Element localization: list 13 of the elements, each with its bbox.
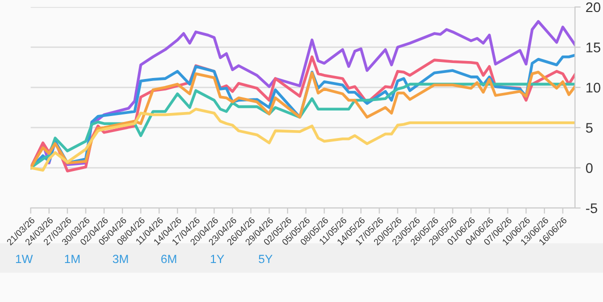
y-tick-label: -5	[586, 203, 598, 214]
line-series	[30, 108, 575, 172]
text: 1Y	[210, 254, 224, 264]
y-tick-label: 10	[586, 82, 600, 93]
text: 1M	[65, 254, 80, 264]
y-tick-label: 5	[586, 123, 593, 133]
y-tick-label: 20	[586, 2, 600, 12]
text: 3M	[112, 254, 128, 264]
y-tick-label: 15	[586, 42, 600, 52]
y-tick-label: 0	[586, 163, 593, 173]
text: 5Y	[258, 254, 272, 264]
text: 6M	[161, 254, 176, 264]
text: 1W	[16, 254, 33, 264]
